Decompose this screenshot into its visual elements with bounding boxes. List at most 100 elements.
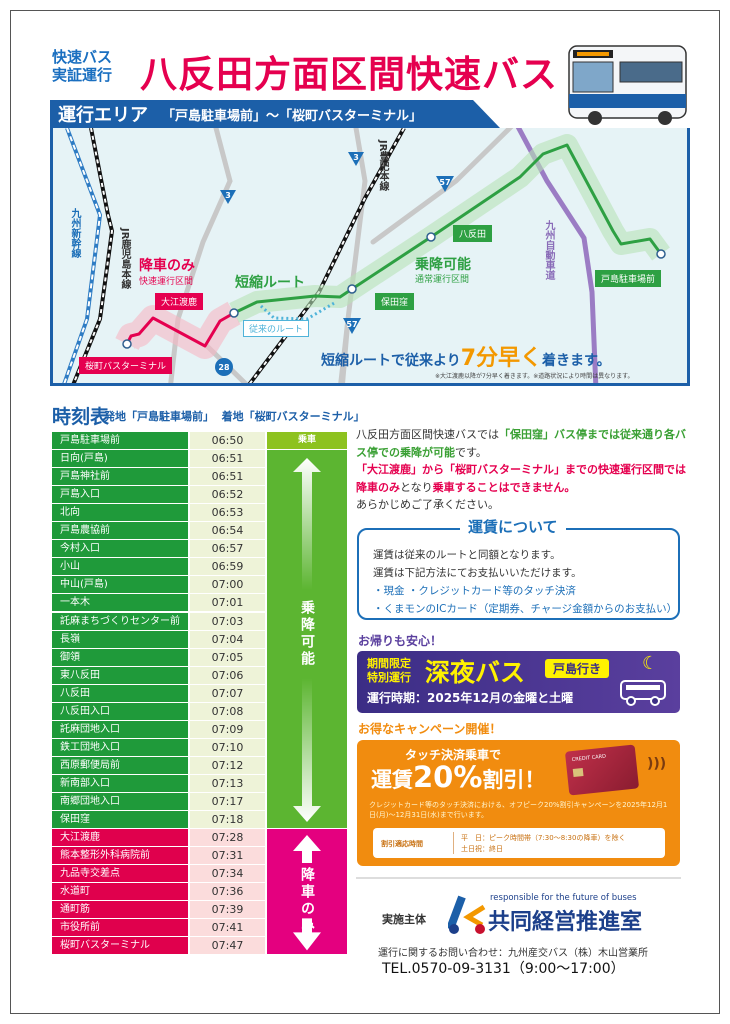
card-text: CREDIT CARD: [571, 753, 607, 764]
lead-line: 実証運行: [52, 66, 113, 84]
table-row: 託麻団地入口 07:09: [52, 720, 347, 738]
contact-tel: TEL.0570-09-3131（9:00～17:00）: [382, 961, 625, 977]
stop-time: 06:57: [190, 540, 265, 558]
rapid-route-line: [125, 311, 235, 348]
stop-time: 06:53: [190, 504, 265, 522]
stop-name: 御領: [52, 648, 188, 666]
table-row: 新南部入口 07:13: [52, 774, 347, 792]
night-destination: 戸島行き: [545, 659, 610, 678]
headline-part: 運賃: [371, 768, 413, 792]
normal-route-line: [233, 143, 663, 315]
stop-time: 07:03: [190, 612, 265, 630]
stop-label-toshima: 戸島駐車場前: [595, 270, 662, 287]
table-row: 熊本整形外科病院前 07:31: [52, 847, 347, 865]
stop-time: 07:47: [190, 937, 265, 955]
stop-name: 熊本整形外科病院前: [52, 847, 188, 865]
stop-time: 07:09: [190, 720, 265, 738]
route-shield: [220, 190, 236, 204]
route-number: 28: [218, 363, 230, 372]
table-row: 今村入口 06:57: [52, 540, 347, 558]
lead-line: 快速バス: [52, 48, 113, 66]
board-label: 乗車: [297, 435, 316, 445]
table-row: 戸島神社前 06:51: [52, 468, 347, 486]
stop-name: 市役所前: [52, 919, 188, 937]
area-range: 「戸島駐車場前」～「桜町バスターミナル」: [162, 108, 423, 124]
stop-time: 07:28: [190, 829, 265, 847]
stop-name: 中山(戸島): [52, 576, 188, 594]
divider: [356, 877, 681, 879]
stop-name: 託麻団地入口: [52, 720, 188, 738]
rapid-section-label: 快速運行区間: [139, 277, 194, 287]
stop-time: 06:51: [190, 450, 265, 468]
route-shield: [436, 176, 454, 192]
table-row: 九品寺交差点 07:34: [52, 865, 347, 883]
table-row: 鉄工団地入口 07:10: [52, 738, 347, 756]
stop-name: 大江渡鹿: [52, 829, 188, 847]
table-row: 北向 06:53: [52, 504, 347, 522]
drop-only-section: 降車のみ: [267, 829, 347, 955]
stop-name: 保田窪: [52, 811, 188, 829]
page-title: 八反田方面区間快速バス: [140, 53, 558, 96]
table-row: 東八反田 07:06: [52, 666, 347, 684]
credit-card-image: CREDIT CARD: [564, 744, 640, 796]
table-row: 一本木 07:01: [52, 594, 347, 612]
hours-weekday: 平 日：ピーク時間帯（7:30～8:30の降車）を除く: [461, 834, 626, 842]
stop-name: 通町筋: [52, 901, 188, 919]
stop-time: 07:04: [190, 630, 265, 648]
headline-part: 20%: [413, 760, 483, 794]
header-lead: 快速バス 実証運行: [52, 48, 112, 84]
stop-time: 06:52: [190, 486, 265, 504]
table-row: 戸島駐車場前 06:50: [52, 432, 347, 449]
stop-name: 戸島神社前: [52, 468, 188, 486]
stop-name: 託麻まちづくりセンター前: [52, 612, 188, 630]
board-alight-label: 乗降可能: [415, 257, 471, 273]
notice-text-part: です。: [455, 445, 487, 459]
stop-label-yatsubota: 八反田: [453, 225, 493, 242]
notice-text: 八反田方面区間快速バスでは「保田窪」バス停までは従来通り各バス停での乗降が可能で…: [356, 426, 686, 514]
stop-marker-yatsubota: [426, 232, 436, 242]
route-number: 57: [439, 178, 450, 187]
stop-time: 06:50: [190, 432, 265, 449]
night-title: 深夜バス: [425, 658, 526, 687]
stop-name: 戸島入口: [52, 486, 188, 504]
fare-title: 運賃について: [460, 516, 566, 537]
route-shield: [348, 152, 364, 166]
stop-name: 今村入口: [52, 540, 188, 558]
logo-tagline: responsible for the future of buses: [490, 893, 637, 903]
campaign-headline: 運賃20%割引！: [371, 760, 545, 794]
notice-text-part: となり: [400, 480, 433, 494]
drop-only-label: 降車のみ: [139, 258, 195, 274]
stop-marker-sakuramachi: [122, 339, 132, 349]
fare-line: ・くまモンのICカード（定期券、チャージ金額からのお支払い）: [373, 603, 678, 615]
stop-marker-oetoroku: [229, 308, 239, 318]
night-tag: 特別運行: [367, 671, 411, 684]
table-row: 西原郵便局前 07:12: [52, 756, 347, 774]
map-drawing: 3 3 57 57 28: [62, 128, 670, 383]
table-row: 長嶺 07:04: [52, 630, 347, 648]
campaign-label: お得なキャンペーン開催！: [358, 722, 502, 736]
stop-name: 日向(戸島): [52, 450, 188, 468]
table-row: 八反田入口 07:08: [52, 702, 347, 720]
route-number: 3: [353, 153, 359, 162]
stop-time: 07:34: [190, 865, 265, 883]
campaign-box: タッチ決済乗車で 運賃20%割引！ CREDIT CARD ))) クレジットカ…: [357, 740, 680, 866]
table-row: 市役所前 07:41: [52, 919, 347, 937]
stop-name: 九品寺交差点: [52, 865, 188, 883]
headline-part: 割引！: [482, 768, 546, 792]
message-text: 着きます。: [542, 353, 611, 369]
hours-label: 割引適応時間: [381, 840, 423, 848]
sponsor-logo: responsible for the future of buses 共同経営…: [448, 893, 683, 935]
stop-name: 八反田入口: [52, 702, 188, 720]
stop-name: 東八反田: [52, 666, 188, 684]
stop-label-oetoroku: 大江渡鹿: [155, 293, 204, 310]
night-tag: 期間限定: [367, 657, 411, 670]
message-highlight: 7分早く: [460, 346, 543, 371]
stop-name: 八反田: [52, 684, 188, 702]
table-row: 小山 06:59: [52, 558, 347, 576]
timetable-origin: 発地「戸島駐車場前」: [104, 410, 214, 423]
fare-line: ・現金 ・クレジットカード等のタッチ決済: [373, 585, 576, 597]
jr-kagoshima-label: JR鹿児島本線: [119, 228, 130, 290]
stop-time: 07:41: [190, 919, 265, 937]
night-bus-box: 期間限定 特別運行 深夜バス 戸島行き 運行時期：2025年12月の金曜と土曜 ☾: [357, 651, 680, 713]
table-row: 戸島入口 06:52: [52, 486, 347, 504]
